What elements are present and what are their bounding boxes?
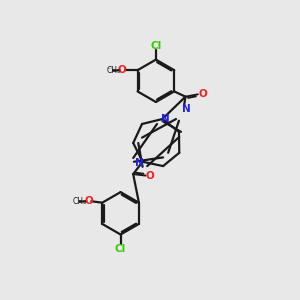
Text: CH₃: CH₃ [106,66,120,75]
Text: Cl: Cl [150,41,161,51]
Text: O: O [118,65,126,75]
Text: O: O [146,171,154,181]
Text: Cl: Cl [115,244,126,254]
Text: N: N [135,158,144,168]
Text: CH₃: CH₃ [73,197,87,206]
Text: O: O [198,89,207,99]
Text: methoxy: methoxy [108,68,114,69]
Text: O: O [84,196,93,206]
Text: N: N [161,114,170,124]
Text: N: N [182,104,191,114]
